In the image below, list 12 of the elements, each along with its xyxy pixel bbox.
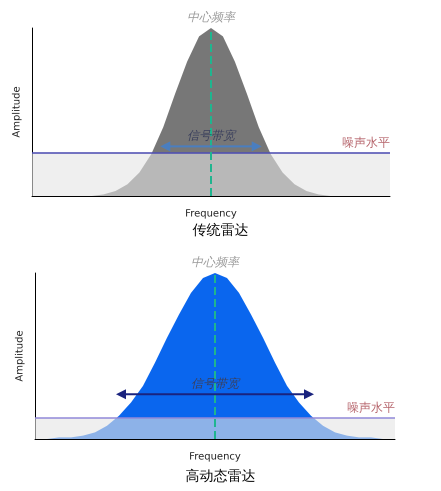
ref-line-label: 噪声水平 <box>342 135 390 150</box>
annotation: 信号带宽 <box>187 128 237 142</box>
ref-line-label: 噪声水平 <box>347 400 395 414</box>
y-axis-title: Amplitude <box>14 330 26 382</box>
x-axis-title: Frequency <box>189 451 241 462</box>
annotation: 信号带宽 <box>191 376 241 390</box>
text: 高动态雷达 <box>186 468 256 484</box>
y-axis-title: Amplitude <box>12 86 22 138</box>
text: 传统雷达 <box>192 222 248 238</box>
text: 中心频率 <box>191 255 239 269</box>
x-axis-title: Frequency <box>185 208 237 220</box>
text: 中心频率 <box>187 10 235 24</box>
